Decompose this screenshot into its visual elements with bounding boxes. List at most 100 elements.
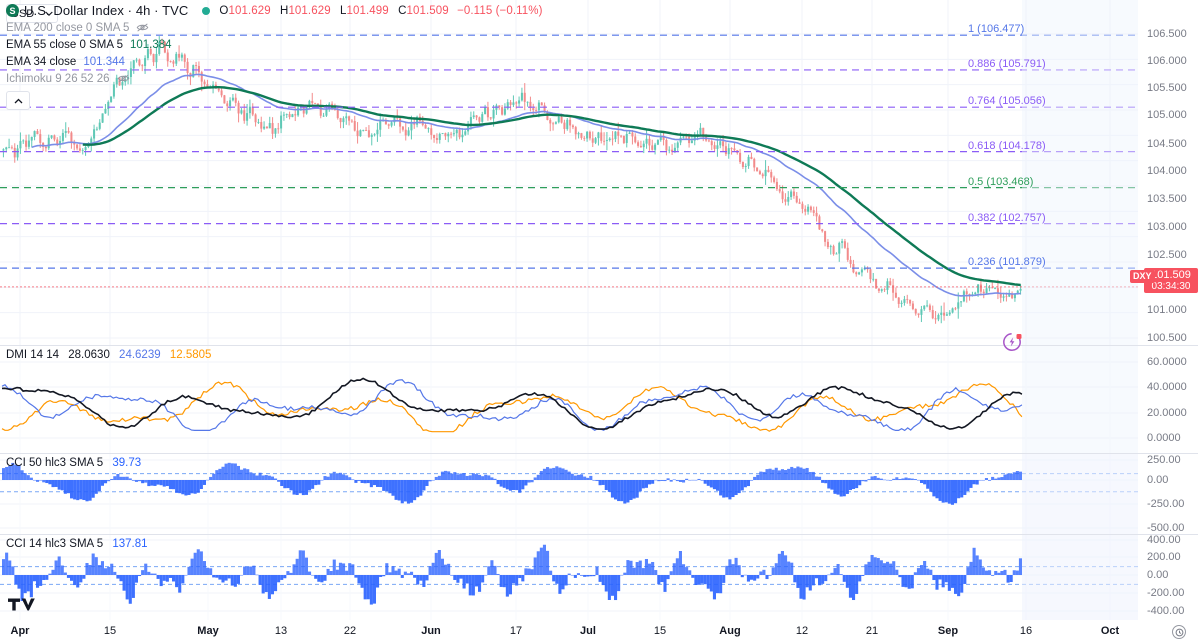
ohlc-high-label: H [280, 4, 289, 17]
time-axis-label: 15 [653, 625, 667, 637]
fib-level-label: 0.618 (104.178) [968, 139, 1046, 152]
clock-icon [1175, 628, 1183, 636]
eye-hidden-icon[interactable] [117, 73, 130, 84]
ohlc-close-value: 101.509 [406, 4, 449, 17]
time-axis[interactable]: Apr 15 May 13 22 Jun 17 Jul 15 Aug 12 21 Sep 16 Oct [0, 621, 1198, 642]
current-price-badge[interactable]: 101.509 03:34:30 [1144, 268, 1198, 293]
dmi-axis-label: 20.0000 [1147, 407, 1187, 419]
indicator-name: EMA 34 close [6, 55, 77, 68]
dmi-chart-svg [0, 346, 1138, 453]
cci14-axis-label: 0.00 [1147, 569, 1169, 581]
symbol-row[interactable]: S U.S. Dollar Index · 4h · TVC O101.629 … [6, 2, 543, 19]
ohlc-high-value: 101.629 [288, 4, 331, 17]
dmi-adx-value: 28.0630 [68, 349, 110, 361]
indicator-value: 101.344 [83, 55, 125, 68]
price-axis-label: 101.000 [1147, 304, 1187, 316]
timezone-clock-button[interactable] [1172, 625, 1186, 639]
fib-level-label: 0.764 (105.056) [968, 95, 1046, 108]
indicator-list: EMA 200 close 0 SMA 5 EMA 55 close 0 SMA … [6, 19, 543, 87]
cci50-legend[interactable]: CCI 50 hlc3 SMA 5 39.73 [6, 457, 141, 469]
time-axis-label: Oct [1100, 625, 1120, 637]
cci14-legend[interactable]: CCI 14 hlc3 SMA 5 137.81 [6, 538, 148, 550]
time-axis-label: Jul [580, 625, 596, 637]
chevron-down-icon [45, 11, 53, 16]
price-axis-label: 106.500 [1147, 28, 1187, 40]
collapse-legend-button[interactable] [6, 91, 30, 110]
cci50-plot-svg [0, 454, 1138, 534]
fib-level-label: 0.886 (105.791) [968, 57, 1046, 70]
dmi-legend-name: DMI 14 14 [6, 349, 60, 361]
indicator-value: 101.384 [129, 38, 172, 51]
pane-divider-1 [0, 345, 1198, 346]
cci14-plot-svg [0, 535, 1138, 620]
dmi-pane[interactable]: DMI 14 14 28.0630 24.6239 12.5805 [0, 346, 1138, 453]
indicator-row[interactable]: Ichimoku 9 26 52 26 [6, 70, 543, 87]
cci50-axis-label: 250.00 [1147, 454, 1181, 466]
fib-level-label: 0.5 (103.468) [968, 175, 1034, 188]
price-axis-label: 105.000 [1147, 109, 1187, 121]
symbol-logo-icon: S [6, 4, 19, 17]
time-axis-label: 12 [795, 625, 809, 637]
cci50-axis-label: -250.00 [1147, 498, 1185, 510]
ohlc-open-label: O [219, 4, 229, 17]
dmi-axis-label: 0.0000 [1147, 432, 1181, 444]
price-axis[interactable]: 106.500 106.000 105.500 105.000 104.500 104.0… [1138, 0, 1198, 345]
time-axis-label: Apr [10, 625, 30, 637]
price-axis-label: 104.000 [1147, 165, 1187, 177]
price-axis-label: 103.500 [1147, 193, 1187, 205]
price-axis-label: 105.500 [1147, 82, 1187, 94]
cci14-axis-label: 400.00 [1147, 534, 1181, 546]
price-axis-label: 102.500 [1147, 249, 1187, 261]
dmi-legend[interactable]: DMI 14 14 28.0630 24.6239 12.5805 [6, 349, 211, 361]
alert-flash-button[interactable] [1002, 331, 1024, 356]
cci50-pane[interactable]: CCI 50 hlc3 SMA 5 39.73 [0, 454, 1138, 534]
time-axis-label: 15 [103, 625, 117, 637]
indicator-row[interactable]: EMA 200 close 0 SMA 5 [6, 19, 543, 36]
price-axis-label: 104.500 [1147, 138, 1187, 150]
indicator-name: EMA 55 close 0 SMA 5 [6, 38, 123, 51]
tradingview-logo-icon [8, 598, 35, 611]
cci14-axis-label: -400.00 [1147, 605, 1185, 617]
dmi-minus-di-value: 12.5805 [169, 349, 212, 361]
time-axis-label: 16 [1019, 625, 1033, 637]
symbol-title[interactable]: U.S. Dollar Index · 4h · TVC [24, 3, 189, 18]
cci50-axis-label: -500.00 [1147, 522, 1185, 534]
pane-divider-3 [0, 534, 1198, 535]
price-axis-label: 100.500 [1147, 332, 1187, 344]
price-pane[interactable]: 1 (106.477) 0.886 (105.791) 0.764 (105.056… [0, 0, 1138, 345]
price-axis-label: 106.000 [1147, 55, 1187, 67]
time-axis-label: Sep [937, 625, 959, 637]
time-axis-label: Jun [421, 625, 441, 637]
time-axis-label: 21 [865, 625, 879, 637]
candle-countdown: 03:34:30 [1151, 280, 1191, 292]
ohlc-values: O101.629 H101.629 L101.499 C101.509 −0.1… [219, 5, 542, 17]
pane-divider-2 [0, 453, 1198, 454]
cci14-pane[interactable]: CCI 14 hlc3 SMA 5 137.81 [0, 535, 1138, 620]
ohlc-change-value: −0.115 (−0.11%) [457, 4, 543, 17]
cci14-axis[interactable]: 400.00 200.00 0.00 -200.00 -400.00 [1138, 535, 1198, 620]
indicator-row[interactable]: EMA 34 close 101.344 [6, 53, 543, 70]
dmi-axis-label: 60.0000 [1147, 356, 1187, 368]
currency-select[interactable]: USD [6, 4, 58, 23]
dmi-axis[interactable]: 60.0000 40.0000 20.0000 0.0000 [1138, 346, 1198, 453]
cci50-legend-name: CCI 50 hlc3 SMA 5 [6, 457, 104, 469]
chart-legend: S U.S. Dollar Index · 4h · TVC O101.629 … [6, 2, 543, 110]
cci14-legend-name: CCI 14 hlc3 SMA 5 [6, 538, 104, 550]
time-axis-label: 13 [274, 625, 288, 637]
market-status-dot-icon [202, 6, 211, 15]
symbol-price-tag: DXY [1130, 270, 1155, 283]
dmi-axis-label: 40.0000 [1147, 381, 1187, 393]
dmi-plus-di-value: 24.6239 [119, 349, 161, 361]
cci14-value: 137.81 [112, 538, 148, 550]
cci14-axis-label: 200.00 [1147, 551, 1181, 563]
tradingview-logo[interactable] [8, 596, 36, 617]
ohlc-low-label: L [340, 4, 347, 17]
cci50-axis[interactable]: 250.00 0.00 -250.00 -500.00 [1138, 454, 1198, 534]
current-price-value: 101.509 [1151, 268, 1191, 281]
time-axis-label: 22 [343, 625, 357, 637]
fib-level-label: 1 (106.477) [968, 23, 1025, 36]
price-axis-label: 103.000 [1147, 221, 1187, 233]
eye-hidden-icon[interactable] [136, 22, 149, 33]
indicator-row[interactable]: EMA 55 close 0 SMA 5 101.384 [6, 36, 543, 53]
